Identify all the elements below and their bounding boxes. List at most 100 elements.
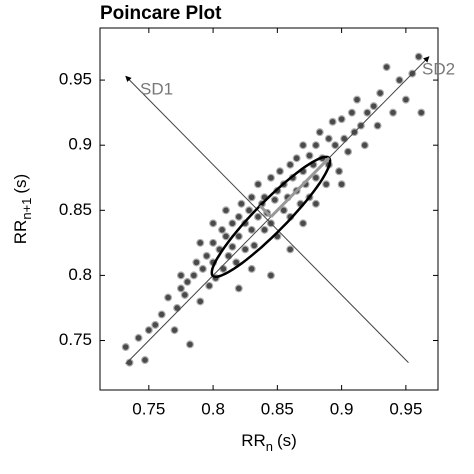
x-tick-label: 0.75 [132,399,165,418]
point [224,251,233,260]
x-tick-label: 0.85 [261,399,294,418]
point [286,245,295,254]
point [299,219,308,228]
point [189,271,198,280]
point [299,141,308,150]
point [228,242,237,251]
point [337,180,346,189]
point [311,173,320,182]
point [401,95,410,104]
point [196,297,205,306]
sd1-vector [258,204,272,218]
point [414,52,423,61]
x-tick-label: 0.8 [201,399,225,418]
point [121,343,130,352]
point [322,180,331,189]
point [254,212,263,221]
sd-ellipse [210,155,332,279]
y-tick-label: 0.9 [68,135,92,154]
point [176,271,185,280]
x-axis-label-sub: n [266,439,273,454]
point [344,147,353,156]
point [125,358,134,367]
point [185,340,194,349]
point [234,284,243,293]
sd2-vector [269,156,331,218]
point [373,121,382,130]
y-tick-label: 0.8 [68,265,92,284]
point [144,326,153,335]
perpendicular-line [125,75,409,364]
point [164,293,173,302]
point [266,173,275,182]
point [180,290,189,299]
point [198,264,207,273]
point [328,117,337,126]
point [250,241,259,250]
point [417,108,426,117]
point [270,195,279,204]
point [196,238,205,247]
point [205,281,214,290]
y-axis-label-unit: (s) [11,174,30,194]
point [140,356,149,365]
point [305,151,314,160]
point [247,225,256,234]
point [279,206,288,215]
point [335,167,344,176]
point [292,154,301,163]
plot-frame [99,27,439,391]
x-tick-label: 0.95 [389,399,422,418]
point [192,258,201,267]
point [382,63,391,72]
point [221,206,230,215]
point [360,141,369,150]
point [209,238,218,247]
x-axis-label-unit: (s) [277,431,297,450]
x-axis-label: RRn (s) [241,431,297,454]
point [247,193,256,202]
point [286,160,295,169]
point [219,264,228,273]
point [234,232,243,241]
point [241,245,250,254]
point [173,303,182,312]
point [395,76,404,85]
x-axis-label-main: RR [241,431,266,450]
point [363,108,372,117]
point [218,225,227,234]
point [183,277,192,286]
point [234,212,243,221]
point [247,264,256,273]
point [176,284,185,293]
point [324,134,333,143]
point [245,206,254,215]
point [347,108,356,117]
point [340,134,349,143]
sd2-label: SD2 [422,59,455,78]
point [202,251,211,260]
point [331,141,340,150]
sd1-label: SD1 [140,79,173,98]
y-axis-label-sub: n+1 [19,198,34,220]
y-axis-label-main: RR [11,220,30,245]
point [237,199,246,208]
point [221,232,230,241]
chart-title: Poincare Plot [100,3,222,24]
point [134,333,143,342]
point [151,320,160,329]
x-tick-label: 0.9 [330,399,354,418]
y-tick-label: 0.75 [59,330,92,349]
point [228,219,237,228]
point [266,271,275,280]
point [353,95,362,104]
point [170,326,179,335]
point [389,108,398,117]
y-tick-label: 0.95 [59,70,92,89]
point [337,115,346,124]
point [311,141,320,150]
point [260,225,269,234]
point [157,310,166,319]
